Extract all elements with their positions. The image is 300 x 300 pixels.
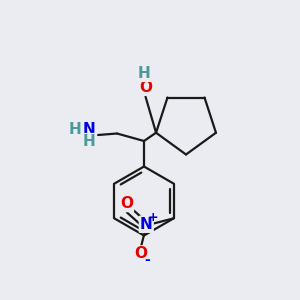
Text: O: O	[134, 247, 147, 262]
Text: H: H	[138, 66, 150, 81]
Text: O: O	[120, 196, 133, 211]
Text: -: -	[145, 253, 150, 267]
Text: H: H	[69, 122, 81, 137]
Text: H: H	[83, 134, 95, 149]
Text: N: N	[140, 217, 153, 232]
Text: +: +	[148, 211, 158, 224]
Text: O: O	[139, 80, 152, 94]
Text: N: N	[83, 122, 95, 136]
